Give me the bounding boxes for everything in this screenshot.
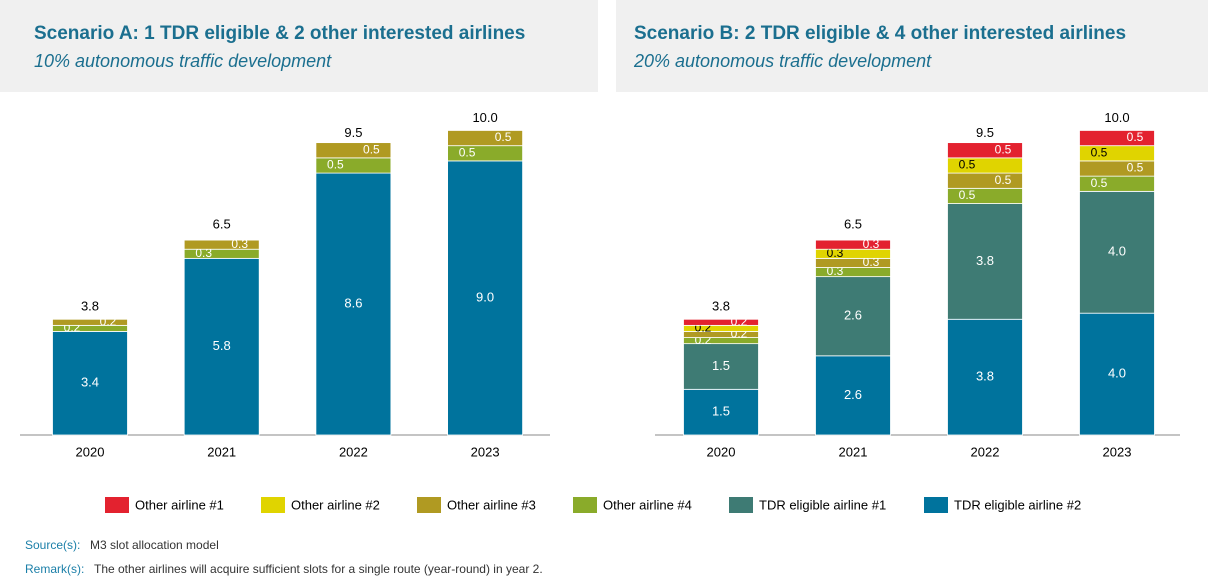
total-label: 10.0 — [472, 110, 497, 125]
chart-subtitle: 10% autonomous traffic development — [34, 51, 332, 71]
value-label: 0.5 — [959, 158, 976, 172]
bar-segment — [683, 318, 759, 326]
bar-segment — [683, 343, 759, 390]
legend-swatch — [105, 497, 129, 513]
total-label: 3.8 — [81, 299, 99, 314]
value-label: 0.2 — [100, 314, 117, 328]
chart-subtitle: 20% autonomous traffic development — [633, 51, 932, 71]
bar-segment — [947, 318, 1023, 436]
value-label: 0.2 — [731, 314, 748, 328]
legend-label: Other airline #2 — [291, 497, 380, 512]
bar-segment — [815, 239, 891, 250]
total-label: 10.0 — [1104, 110, 1129, 125]
legend-label: Other airline #3 — [447, 497, 536, 512]
legend-label: Other airline #1 — [135, 497, 224, 512]
value-label: 0.5 — [495, 130, 512, 144]
x-tick-label: 2021 — [207, 444, 236, 459]
chart-title: Scenario A: 1 TDR eligible & 2 other int… — [34, 23, 525, 44]
source-label: Source(s): — [25, 538, 80, 552]
legend-label: Other airline #4 — [603, 497, 692, 512]
legend-swatch — [573, 497, 597, 513]
value-label: 0.5 — [327, 158, 344, 172]
remark-label: Remark(s): — [25, 562, 84, 576]
value-label: 3.8 — [976, 253, 994, 268]
legend-label: TDR eligible airline #2 — [954, 497, 1081, 512]
value-label: 0.5 — [959, 188, 976, 202]
x-tick-label: 2021 — [839, 444, 868, 459]
bar-segment — [1079, 130, 1155, 147]
total-label: 9.5 — [976, 125, 994, 140]
bar-segment — [447, 160, 524, 436]
value-label: 0.5 — [995, 173, 1012, 187]
bar-segment — [52, 318, 128, 326]
bar-segment — [683, 388, 759, 436]
bar-segment — [1079, 312, 1155, 436]
x-tick-label: 2022 — [339, 444, 368, 459]
value-label: 0.5 — [995, 142, 1012, 156]
bar-segment — [1079, 190, 1155, 314]
value-label: 5.8 — [213, 338, 231, 353]
value-label: 1.5 — [712, 358, 730, 373]
bar-segment — [315, 172, 392, 436]
value-label: 8.6 — [344, 295, 362, 310]
total-label: 6.5 — [844, 216, 862, 231]
legend-swatch — [924, 497, 948, 513]
x-tick-label: 2020 — [707, 444, 736, 459]
value-label: 0.5 — [1091, 145, 1108, 159]
value-label: 3.8 — [976, 369, 994, 384]
value-label: 1.5 — [712, 404, 730, 419]
value-label: 0.5 — [363, 142, 380, 156]
bar-segment — [947, 203, 1023, 320]
legend-swatch — [417, 497, 441, 513]
value-label: 0.3 — [231, 237, 248, 251]
bar-segment — [947, 142, 1023, 159]
value-label: 0.5 — [1127, 130, 1144, 144]
value-label: 2.6 — [844, 387, 862, 402]
total-label: 9.5 — [344, 125, 362, 140]
bar-segment — [815, 276, 891, 357]
value-label: 0.3 — [863, 237, 880, 251]
bar-segment — [315, 142, 392, 159]
value-label: 9.0 — [476, 289, 494, 304]
remark-text: The other airlines will acquire sufficie… — [94, 562, 543, 576]
bar-segment — [815, 355, 891, 436]
header-panel — [0, 0, 598, 92]
bar-segment — [183, 257, 260, 436]
total-label: 3.8 — [712, 299, 730, 314]
header-panel — [616, 0, 1208, 92]
bar-segment — [183, 239, 260, 250]
x-tick-label: 2022 — [971, 444, 1000, 459]
bar-segment — [447, 130, 524, 147]
value-label: 2.6 — [844, 308, 862, 323]
x-tick-label: 2023 — [1103, 444, 1132, 459]
value-label: 4.0 — [1108, 366, 1126, 381]
x-tick-label: 2023 — [471, 444, 500, 459]
x-tick-label: 2020 — [76, 444, 105, 459]
total-label: 6.5 — [213, 216, 231, 231]
value-label: 3.4 — [81, 375, 99, 390]
legend-label: TDR eligible airline #1 — [759, 497, 886, 512]
legend-swatch — [261, 497, 285, 513]
source-text: M3 slot allocation model — [90, 538, 219, 552]
legend-swatch — [729, 497, 753, 513]
value-label: 4.0 — [1108, 244, 1126, 259]
value-label: 0.5 — [1127, 161, 1144, 175]
value-label: 0.5 — [459, 145, 476, 159]
chart-title: Scenario B: 2 TDR eligible & 4 other int… — [634, 23, 1126, 44]
value-label: 0.5 — [1091, 176, 1108, 190]
bar-segment — [52, 331, 128, 436]
